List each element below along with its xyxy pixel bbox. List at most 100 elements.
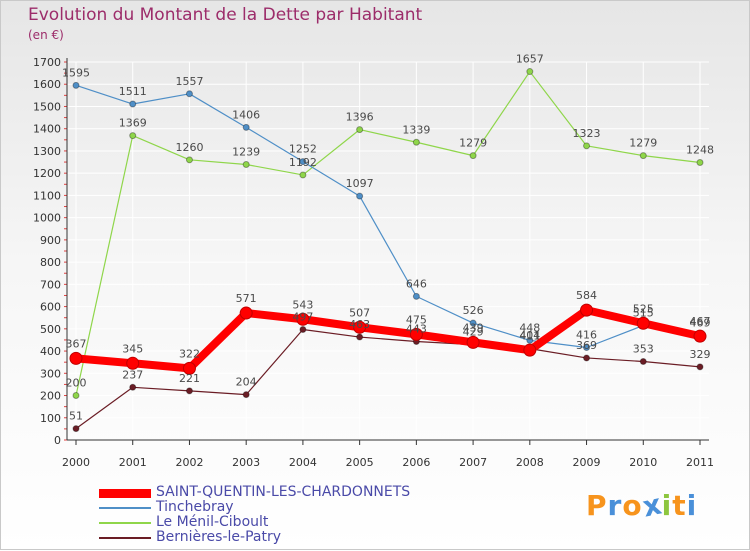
data-label-2: 1339 [402,123,430,136]
y-tick-label: 1300 [33,145,61,158]
y-tick-label: 1000 [33,212,61,225]
series-point-1 [129,100,137,108]
legend-label-tinchebray: Tinchebray [156,499,234,515]
legend-item-saint-quentin: SAINT-QUENTIN-LES-CHARDONNETS [99,484,499,501]
series-point-0 [182,361,196,375]
series-point-0 [693,329,707,343]
series-point-3 [185,387,193,395]
data-label-1: 1557 [175,75,203,88]
legend-label-le-menil-ciboult: Le Ménil-Ciboult [156,514,269,530]
data-label-1: 1511 [119,85,147,98]
series-point-0 [466,335,480,349]
data-label-2: 1396 [346,111,374,124]
series-line-2 [75,70,701,397]
data-label-3: 429 [463,326,484,339]
series-point-2 [356,126,364,134]
y-tick-label: 1500 [33,100,61,113]
series-point-3 [639,358,647,366]
series-point-0 [239,306,253,320]
series-line-3 [75,328,701,430]
series-point-3 [299,325,307,333]
series-point-2 [185,156,193,164]
data-label-1: 1097 [346,177,374,190]
logo-letter: i [661,489,673,522]
series-line-0 [72,306,704,373]
x-tick-label: 2006 [402,456,430,469]
data-label-0: 439 [463,321,484,334]
data-label-3: 51 [69,410,83,423]
x-tick-label: 2007 [459,456,487,469]
series-point-0 [126,356,140,370]
series-point-1 [526,336,534,344]
series-point-0 [580,303,594,317]
series-point-1 [242,123,250,131]
y-tick-label: 500 [40,323,61,336]
y-tick-label: 1100 [33,189,61,202]
x-tick-label: 2001 [119,456,147,469]
series-point-3 [583,354,591,362]
series-point-0 [353,320,367,334]
proxiti-logo: Proxiti [586,487,698,523]
series-point-0 [409,327,423,341]
data-label-3: 329 [690,348,711,361]
series-point-2 [469,152,477,160]
y-tick-label: 1200 [33,167,61,180]
series-point-1 [185,90,193,98]
series-point-1 [412,292,420,300]
series-point-2 [72,392,80,400]
x-tick-label: 2000 [62,456,90,469]
data-label-2: 1248 [686,144,714,157]
data-label-0: 571 [236,292,257,305]
y-tick-label: 800 [40,256,61,269]
data-label-0: 322 [179,347,200,360]
data-label-3: 353 [633,343,654,356]
series-point-1 [356,192,364,200]
data-label-3: 204 [236,376,257,389]
series-point-2 [129,132,137,140]
x-tick-label: 2011 [686,456,714,469]
y-tick-label: 1400 [33,123,61,136]
y-tick-label: 200 [40,390,61,403]
data-label-1: 469 [690,317,711,330]
series-point-2 [299,171,307,179]
data-label-2: 1260 [175,141,203,154]
y-tick-label: 100 [40,412,61,425]
series-point-2 [696,159,704,167]
legend-label-bernieres-le-patry: Bernières-le-Patry [156,529,281,545]
logo-letter: P [586,489,608,522]
data-label-2: 1192 [289,156,317,169]
data-label-2: 200 [66,377,87,390]
data-label-3: 221 [179,372,200,385]
x-tick-label: 2005 [346,456,374,469]
logo-letter: r [607,489,623,522]
series-point-0 [523,343,537,357]
series-point-3 [129,383,137,391]
logo-letter: i [686,489,698,522]
data-label-2: 1369 [119,117,147,130]
legend-swatch-bernieres-le-patry [99,537,151,539]
x-tick-label: 2008 [516,456,544,469]
data-label-1: 526 [463,304,484,317]
series-point-0 [636,316,650,330]
legend-swatch-saint-quentin [99,489,151,498]
series-point-0 [296,312,310,326]
legend-item-bernieres-le-patry: Bernières-le-Patry [99,529,499,546]
x-tick-label: 2002 [175,456,203,469]
series-point-1 [72,81,80,89]
data-label-1: 1595 [62,66,90,79]
data-label-0: 404 [519,329,540,342]
data-label-3: 463 [349,318,370,331]
data-label-0: 345 [122,342,143,355]
data-label-3: 443 [406,322,427,335]
data-label-2: 1323 [573,127,601,140]
data-label-0: 475 [406,313,427,326]
x-tick-label: 2003 [232,456,260,469]
data-label-1: 416 [576,329,597,342]
series-point-2 [242,161,250,169]
y-tick-label: 600 [40,301,61,314]
series-point-1 [469,319,477,327]
x-tick-label: 2009 [573,456,601,469]
data-label-1: 646 [406,277,427,290]
